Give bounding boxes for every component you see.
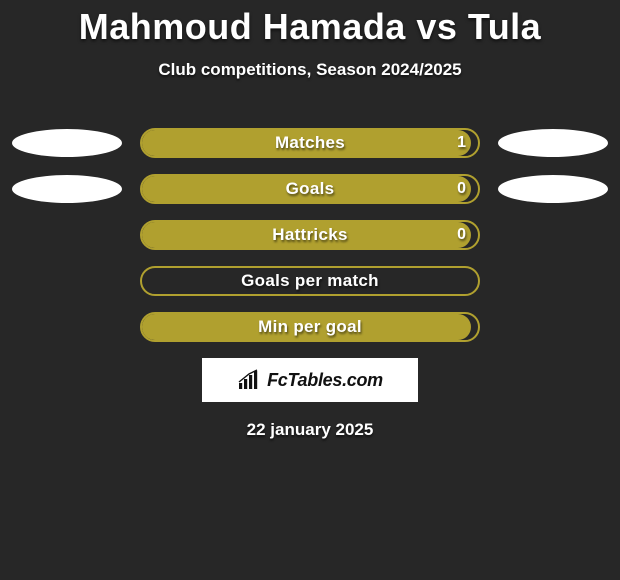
logo-text: FcTables.com [267,370,383,391]
bars-container: Matches1Goals0Hattricks0Goals per matchM… [0,128,620,342]
bar-label: Min per goal [140,312,480,342]
bar-row: Goals0 [0,174,620,204]
player-ellipse-right [498,175,608,203]
bar-label: Goals per match [140,266,480,296]
date-text: 22 january 2025 [0,420,620,440]
stat-bar: Goals0 [140,174,480,204]
stat-bar: Min per goal [140,312,480,342]
player-ellipse-left [12,175,122,203]
bar-row: Hattricks0 [0,220,620,250]
bar-label: Goals [140,174,480,204]
player-ellipse-left [12,129,122,157]
stat-bar: Hattricks0 [140,220,480,250]
bar-label: Hattricks [140,220,480,250]
bar-row: Goals per match [0,266,620,296]
bar-chart-icon [237,369,263,391]
player-ellipse-right [498,129,608,157]
bar-value: 0 [457,174,466,204]
bar-row: Matches1 [0,128,620,158]
bar-row: Min per goal [0,312,620,342]
bar-value: 0 [457,220,466,250]
logo-box: FcTables.com [202,358,418,402]
bar-value: 1 [457,128,466,158]
subtitle: Club competitions, Season 2024/2025 [0,60,620,80]
page-title: Mahmoud Hamada vs Tula [0,0,620,48]
stat-bar: Goals per match [140,266,480,296]
stat-bar: Matches1 [140,128,480,158]
bar-label: Matches [140,128,480,158]
